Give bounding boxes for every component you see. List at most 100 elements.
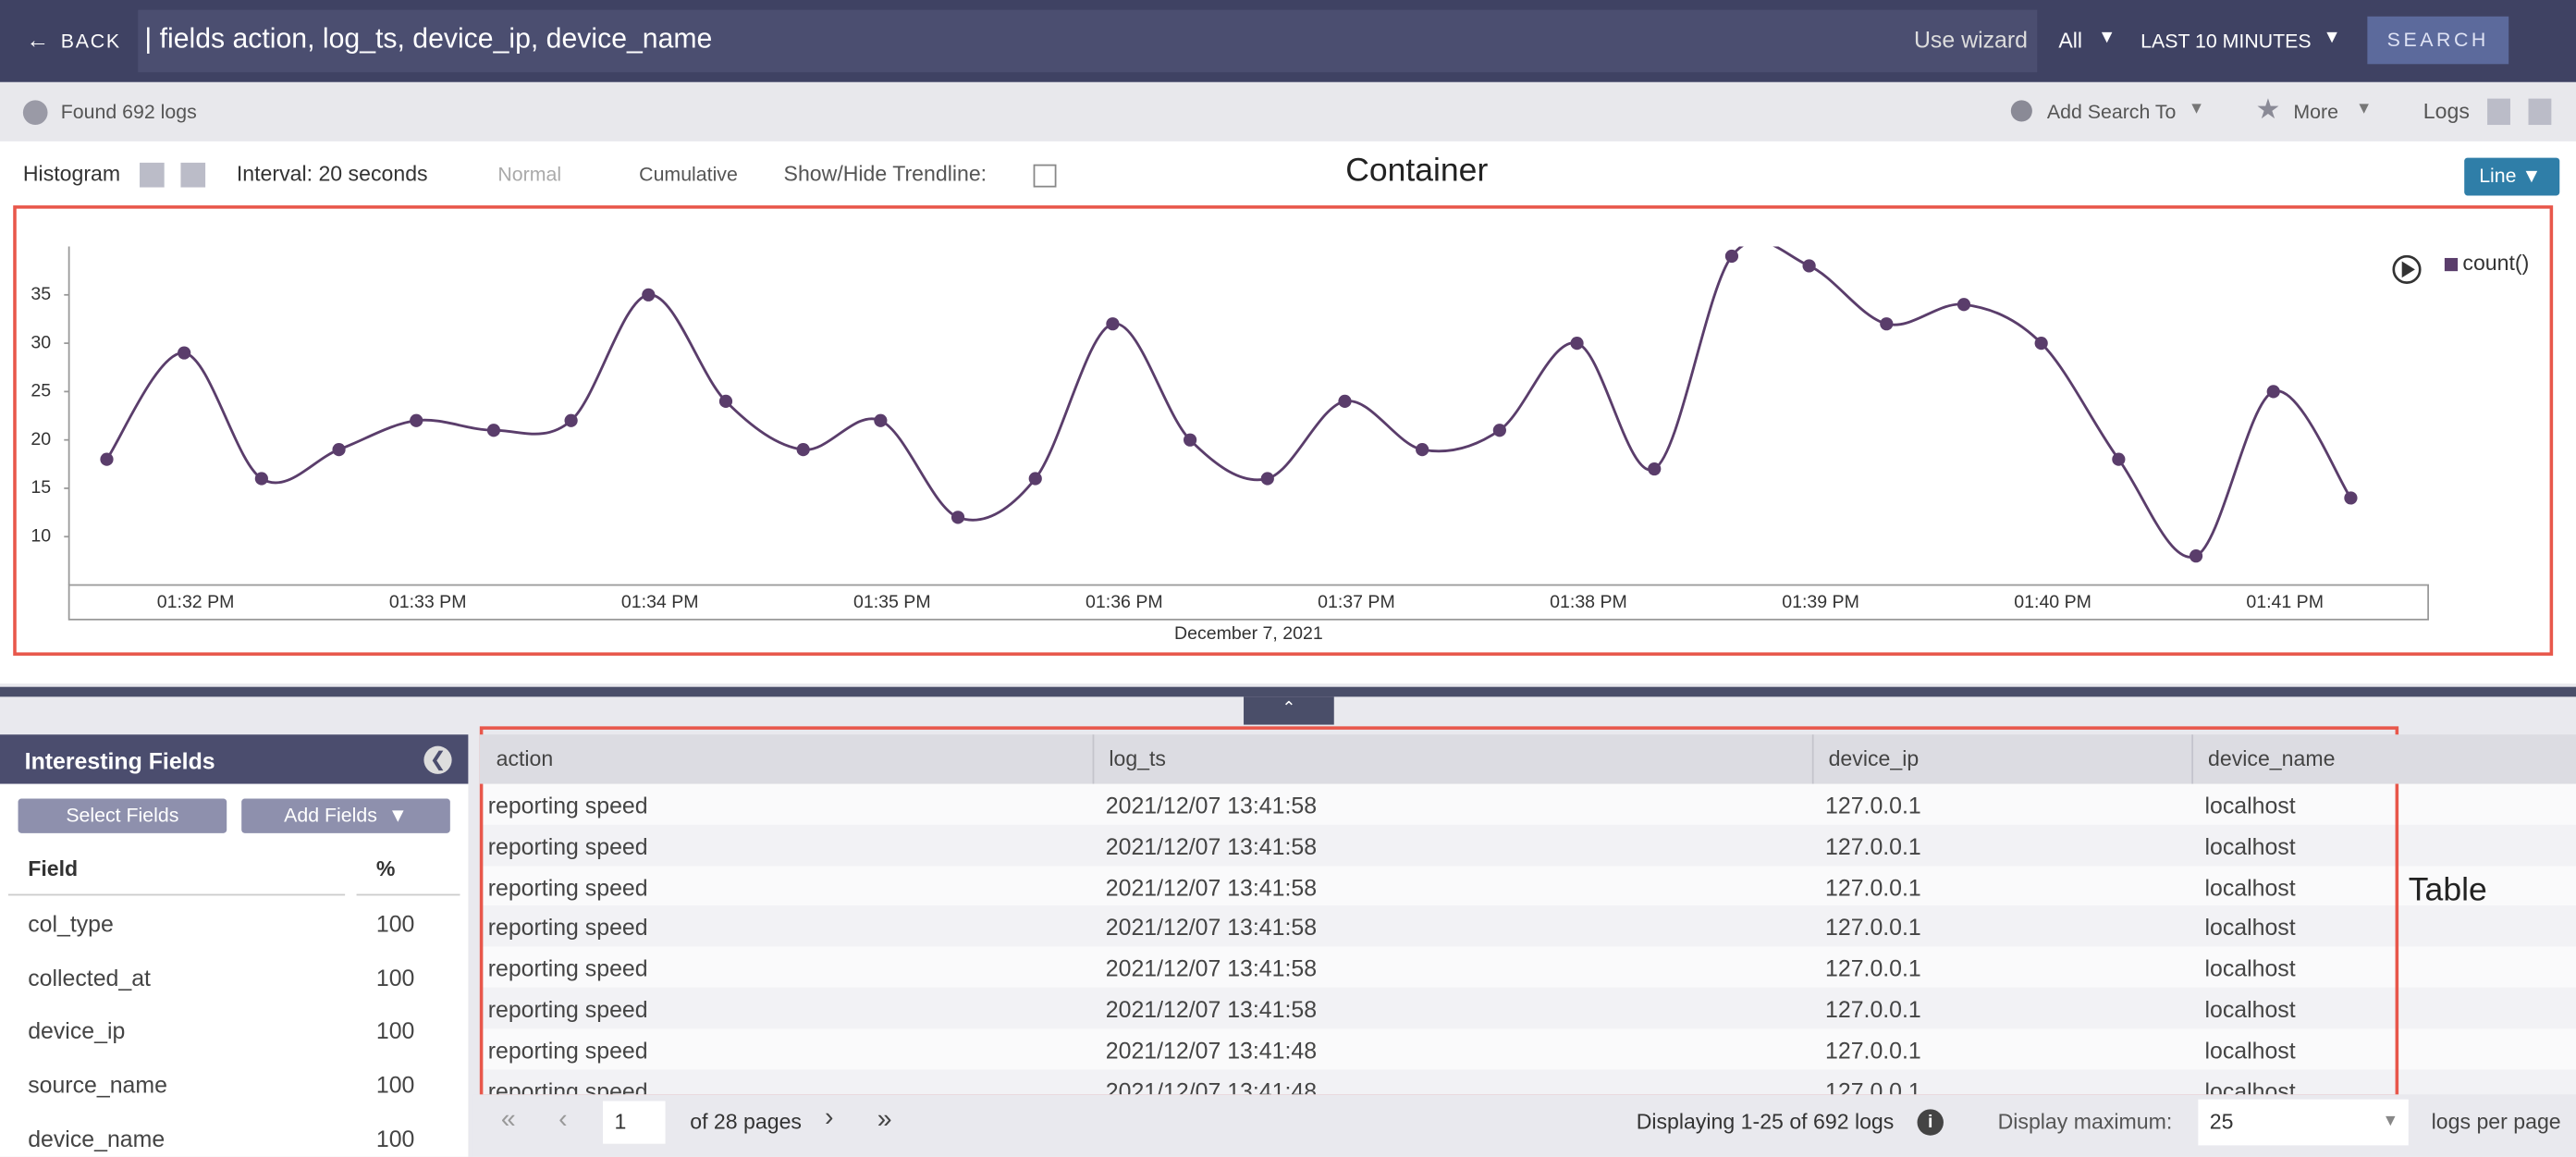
interval-label: Interval: 20 seconds [236,161,428,186]
point [796,443,810,457]
field-name[interactable]: device_name [28,1125,166,1152]
play-button[interactable] [2392,254,2422,284]
x-tick-label: 01:39 PM [1782,592,1859,612]
table-cell: 2021/12/07 13:41:58 [1105,832,1318,859]
dropdown-caret: ▼ [2355,100,2373,118]
back-button[interactable]: BACK [60,29,121,53]
table-cell: reporting speed [487,1036,648,1064]
last-page[interactable]: » [877,1105,892,1134]
cumulative-option[interactable]: Cumulative [639,162,738,186]
point [2189,549,2203,563]
point [1184,433,1197,447]
prev-page[interactable]: ‹ [558,1105,568,1134]
query-input[interactable]: | fields action, log_ts, device_ip, devi… [144,22,713,55]
field-percent: 100 [375,910,415,937]
histogram-label: Histogram [22,161,121,186]
table-cell: 2021/12/07 13:41:58 [1105,792,1318,819]
wizard-link[interactable]: Use wizard [1913,26,2029,53]
fields-col-header: % [375,855,396,881]
view-toggle[interactable] [2528,98,2552,126]
field-name[interactable]: col_type [28,910,114,937]
point [874,413,888,427]
header-rule [7,893,346,896]
column-header[interactable]: log_ts [1109,745,1167,771]
table-cell: 2021/12/07 13:41:58 [1105,873,1318,900]
table-row[interactable]: reporting speed 2021/12/07 13:41:58 127.0.… [479,824,2576,866]
legend-swatch [2444,257,2459,272]
first-page[interactable]: « [500,1105,516,1134]
table-header [479,734,2576,784]
field-percent: 100 [375,1017,415,1044]
table-cell: 127.0.0.1 [1825,914,1921,942]
table-row[interactable]: reporting speed 2021/12/07 13:41:58 127.0.… [479,865,2576,906]
per-page-select[interactable]: 25 ▼ [2198,1099,2409,1146]
table-cell: 2021/12/07 13:41:58 [1105,954,1318,982]
table-cell: reporting speed [487,873,648,900]
table-row[interactable]: reporting speed 2021/12/07 13:41:58 127.0.… [479,987,2576,1028]
point [410,413,423,427]
normal-option[interactable]: Normal [497,162,562,186]
histogram-toggle[interactable] [180,162,206,188]
column-divider [1092,734,1095,784]
add-fields-button[interactable]: Add Fields ▼ [241,798,450,833]
per-page-value: 25 [2209,1109,2234,1134]
column-header[interactable]: action [496,745,554,771]
range-dropdown[interactable]: LAST 10 MINUTES [2141,29,2312,53]
y-tick-label: 25 [31,381,51,401]
field-name[interactable]: source_name [28,1071,167,1099]
collapse-button[interactable]: ⌃ [1244,696,1334,725]
page-input[interactable]: 1 [603,1101,666,1144]
search-button[interactable]: SEARCH [2367,16,2509,65]
point [178,346,191,360]
divider [0,686,2576,697]
collapse-panel[interactable]: ❮ [423,745,452,774]
view-toggle[interactable] [2487,98,2510,126]
line [105,246,2352,559]
x-axis-label: December 7, 2021 [1174,623,1323,644]
x-tick-label: 01:34 PM [621,592,699,612]
scope-dropdown[interactable]: All [2058,28,2083,53]
field-name[interactable]: collected_at [28,964,151,991]
displaying-count: Displaying 1-25 of 692 logs [1636,1109,1895,1134]
table-row[interactable]: reporting speed 2021/12/07 13:41:48 127.0.… [479,1068,2576,1095]
query-box[interactable] [138,9,2038,73]
table-cell: localhost [2204,995,2296,1023]
histogram-toggle[interactable] [140,162,165,188]
field-name[interactable]: device_ip [28,1017,126,1044]
column-header[interactable]: device_name [2208,745,2336,771]
table-cell: 2021/12/07 13:41:48 [1105,1077,1318,1095]
field-percent: 100 [375,1071,415,1099]
field-percent: 100 [375,964,415,991]
point [1106,317,1120,331]
table-cell: 2021/12/07 13:41:48 [1105,1036,1318,1064]
select-fields-button[interactable]: Select Fields [18,798,227,833]
table-row[interactable]: reporting speed 2021/12/07 13:41:58 127.0.… [479,946,2576,988]
fields-header [0,734,469,784]
y-tick-label: 20 [31,429,51,449]
chart-kind: Line [2479,164,2517,188]
back-arrow[interactable]: ← [26,26,50,53]
x-tick-label: 01:38 PM [1550,592,1627,612]
point [1416,443,1429,457]
table-row[interactable]: reporting speed 2021/12/07 13:41:58 127.0.… [479,905,2576,947]
legend-label: count() [2462,251,2529,275]
add-search-menu[interactable]: Add Search To [2046,100,2177,124]
point [1570,336,1584,351]
x-tick-label: 01:36 PM [1086,592,1163,612]
x-tick-label: 01:41 PM [2246,592,2324,612]
y-tick-label: 15 [31,477,51,498]
table-row[interactable]: reporting speed 2021/12/07 13:41:58 127.0.… [479,783,2576,825]
annotation: Container [1345,153,1489,190]
table-row[interactable]: reporting speed 2021/12/07 13:41:48 127.0.… [479,1028,2576,1069]
point [1802,259,1816,273]
trendline-checkbox[interactable] [1033,164,1057,188]
field-percent: 100 [375,1125,415,1152]
chart-kind-button[interactable]: Line ▼ [2464,157,2560,196]
point [642,288,656,302]
next-page[interactable]: › [824,1104,834,1133]
point [718,394,733,408]
more-menu[interactable]: More [2293,100,2338,124]
column-header[interactable]: device_ip [1828,745,1920,771]
table-cell: reporting speed [487,954,648,982]
